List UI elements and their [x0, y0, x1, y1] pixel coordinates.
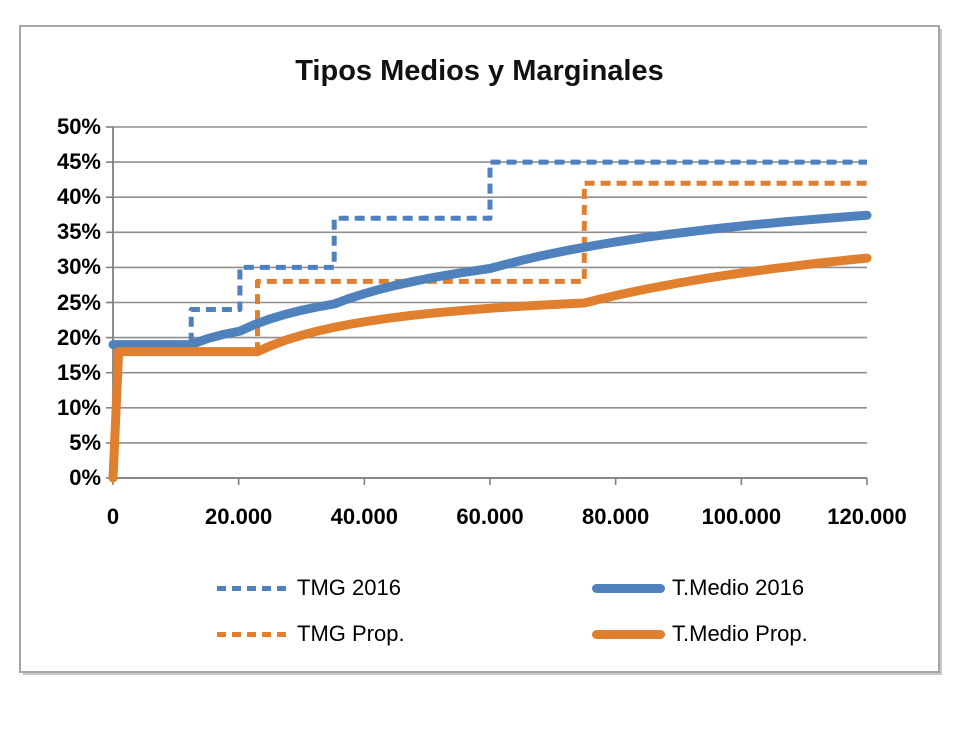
- legend-line-sample-tmg-prop: [217, 631, 290, 637]
- x-tick-label: 60.000: [456, 504, 524, 529]
- x-tick-label: 80.000: [582, 504, 650, 529]
- legend-label: TMG 2016: [297, 575, 401, 600]
- legend-item-tmg-2016: TMG 2016: [217, 573, 401, 603]
- y-tick-label: 40%: [56, 184, 101, 210]
- chart-title: Tipos Medios y Marginales: [295, 55, 664, 87]
- chart-frame: Tipos Medios y Marginales 0% 5% 10% 15% 20% 2…: [19, 25, 940, 673]
- legend-label: T.Medio Prop.: [672, 621, 808, 646]
- y-tick-label: 25%: [56, 289, 101, 315]
- y-tick-label: 50%: [56, 114, 101, 139]
- legend-item-tmedio-2016: T.Medio 2016: [592, 573, 804, 603]
- legend-line-sample-tmedio-2016: [592, 583, 665, 593]
- legend-label: TMG Prop.: [297, 621, 405, 646]
- x-tick-label: 120.000: [827, 504, 907, 529]
- legend-label: T.Medio 2016: [672, 575, 805, 600]
- y-tick-label: 5%: [69, 429, 101, 455]
- y-tick-label: 35%: [56, 219, 101, 245]
- y-tick-label: 10%: [56, 394, 101, 420]
- y-tick-label: 30%: [56, 254, 101, 280]
- legend-item-tmg-prop: TMG Prop.: [217, 619, 405, 649]
- plot-area: [106, 126, 872, 485]
- y-tick-label: 20%: [56, 324, 101, 350]
- y-tick-label: 0%: [69, 465, 101, 490]
- legend-item-tmedio-prop: T.Medio Prop.: [592, 619, 808, 649]
- x-tick-label: 0: [106, 504, 120, 529]
- y-tick-label: 15%: [56, 359, 101, 385]
- x-tick-label: 40.000: [330, 504, 398, 529]
- y-tick-label: 45%: [56, 149, 101, 175]
- series-line-t-medio-prop-: [108, 253, 872, 483]
- x-tick-label: 100.000: [701, 504, 782, 529]
- series-line-t-medio-2016: [108, 210, 872, 350]
- legend-line-sample-tmg-2016: [217, 585, 290, 591]
- series-line-tmg-2016: [113, 159, 867, 348]
- legend-line-sample-tmedio-prop: [592, 629, 665, 639]
- x-tick-label: 20.000: [205, 504, 273, 529]
